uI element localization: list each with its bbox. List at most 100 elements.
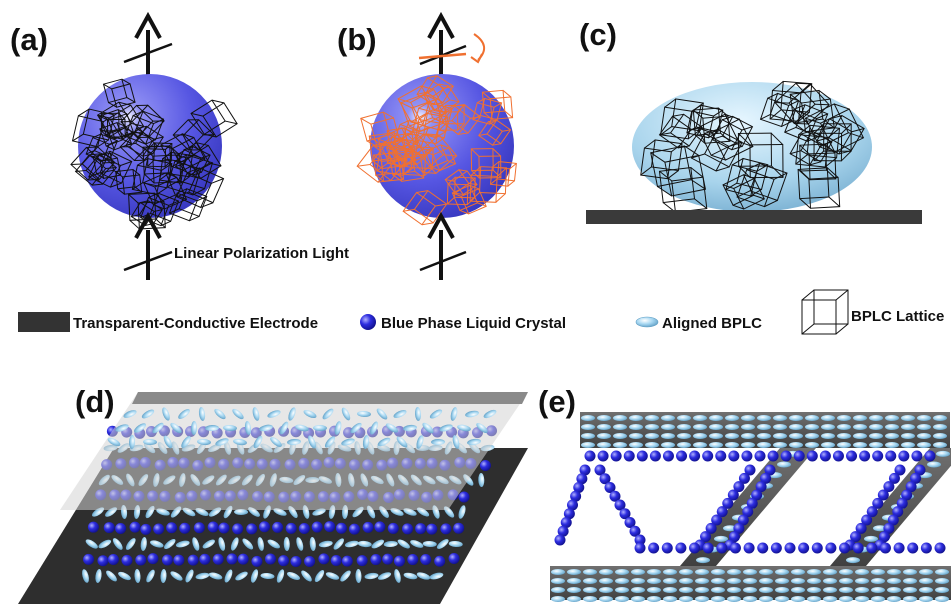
lc-ellipse-e — [927, 461, 941, 468]
lc-sphere — [107, 553, 119, 565]
lc-ellipse-e — [693, 433, 707, 439]
lc-ellipse-e — [677, 442, 691, 448]
lc-ellipse-top — [370, 421, 378, 435]
cube-edge — [774, 101, 790, 104]
cube-face-front — [392, 123, 420, 152]
lc-sphere-e — [924, 450, 936, 462]
cube-edge — [397, 98, 411, 103]
cube-edge — [715, 166, 730, 172]
lc-ellipse-e — [933, 415, 947, 421]
lc-ellipse-e — [615, 569, 629, 575]
cube-edge — [713, 109, 724, 117]
lc-sphere-e — [888, 472, 900, 484]
cube-face-front — [356, 144, 395, 183]
lc-ellipse — [160, 569, 167, 583]
cube-edge — [117, 188, 125, 195]
cube-edge — [397, 157, 408, 166]
lc-sphere-e — [702, 542, 714, 554]
lc-sphere — [420, 553, 432, 565]
cube-face-front — [658, 166, 696, 204]
lc-sphere — [348, 523, 360, 535]
cube-face-back — [417, 134, 458, 175]
lc-sphere-e — [744, 464, 756, 476]
cube-face-front — [71, 115, 105, 148]
lc-ellipse-e — [679, 596, 693, 602]
cube-face-back — [808, 152, 837, 181]
lc-ellipse — [394, 569, 401, 583]
lc-ellipse-e — [917, 442, 931, 448]
lc-sphere-e — [907, 542, 919, 554]
lc-ellipse-e — [919, 587, 933, 593]
cube-face-back — [479, 166, 508, 195]
lc-ellipse-e — [869, 415, 883, 421]
liquid-crystal-top-d — [107, 407, 497, 449]
cube-face-front — [422, 83, 451, 112]
lc-sphere-e — [885, 450, 897, 462]
lc-sphere-e — [798, 542, 810, 554]
lc-ellipse-e — [871, 578, 885, 584]
lc-sphere-e — [861, 514, 873, 526]
lc-ellipse-top — [252, 407, 260, 421]
lc-ellipse — [235, 571, 248, 581]
cube-edge — [816, 137, 830, 142]
cube-face-back — [828, 114, 865, 152]
cube-face-back — [397, 155, 425, 182]
cube-edge — [418, 127, 429, 133]
cube-edge — [383, 111, 394, 119]
cube-face-front — [124, 114, 155, 145]
lc-sphere-e — [872, 450, 884, 462]
cube-edge — [115, 171, 123, 178]
lc-ellipse-e — [837, 424, 851, 430]
electrode-bar-c — [586, 210, 922, 224]
lc-ellipse-e — [773, 442, 787, 448]
cube-face-back — [749, 144, 784, 179]
lc-ellipse-e — [846, 557, 860, 564]
lc-ellipse-e — [615, 587, 629, 593]
lc-ellipse — [134, 569, 141, 583]
lc-ellipse-e — [647, 587, 661, 593]
cube-edge — [106, 145, 115, 151]
lattice-cube — [120, 104, 165, 139]
cube-edge — [667, 170, 679, 180]
lc-sphere-e — [850, 531, 862, 543]
lc-ellipse-e — [741, 415, 755, 421]
lattice-cube — [769, 80, 813, 122]
lc-ellipse-e — [757, 424, 771, 430]
lc-ellipse — [410, 540, 424, 548]
cube-edge — [200, 154, 211, 159]
cube-edge — [455, 192, 464, 196]
lc-ellipse-e — [903, 578, 917, 584]
cube-face-back — [808, 176, 841, 209]
lattice-cube — [403, 146, 434, 177]
lc-ellipse-e — [855, 569, 869, 575]
lc-ellipse-e — [567, 587, 581, 593]
lc-sphere-e — [676, 450, 688, 462]
cube-edge — [468, 182, 478, 186]
lc-sphere-e — [702, 450, 714, 462]
lc-ellipse-e — [743, 596, 757, 602]
lc-sphere-e — [892, 506, 904, 518]
cube-edge — [196, 142, 209, 146]
lc-sphere-e — [839, 542, 851, 554]
lc-ellipse-e — [885, 442, 899, 448]
lc-ellipse-e — [631, 596, 645, 602]
cube-face-front — [469, 174, 498, 203]
lc-ellipse-e — [933, 442, 947, 448]
lattice-cube — [797, 167, 841, 209]
lc-sphere — [161, 554, 173, 566]
cube-face-front — [372, 152, 397, 176]
cube-face-front — [813, 132, 843, 162]
lc-ellipse-top — [134, 423, 146, 433]
lc-sphere — [324, 521, 336, 533]
cube-edge — [795, 154, 808, 165]
cube-edge — [189, 215, 200, 222]
panel-e-diagram — [550, 412, 951, 602]
cube-edge — [433, 108, 447, 114]
lc-sphere — [135, 554, 147, 566]
lc-ellipse-top — [223, 424, 237, 432]
cube-edge — [377, 138, 391, 144]
lc-ellipse-e — [567, 569, 581, 575]
cube-edge — [690, 179, 706, 190]
lc-ellipse-top — [403, 424, 417, 432]
lc-ellipse-e — [693, 415, 707, 421]
